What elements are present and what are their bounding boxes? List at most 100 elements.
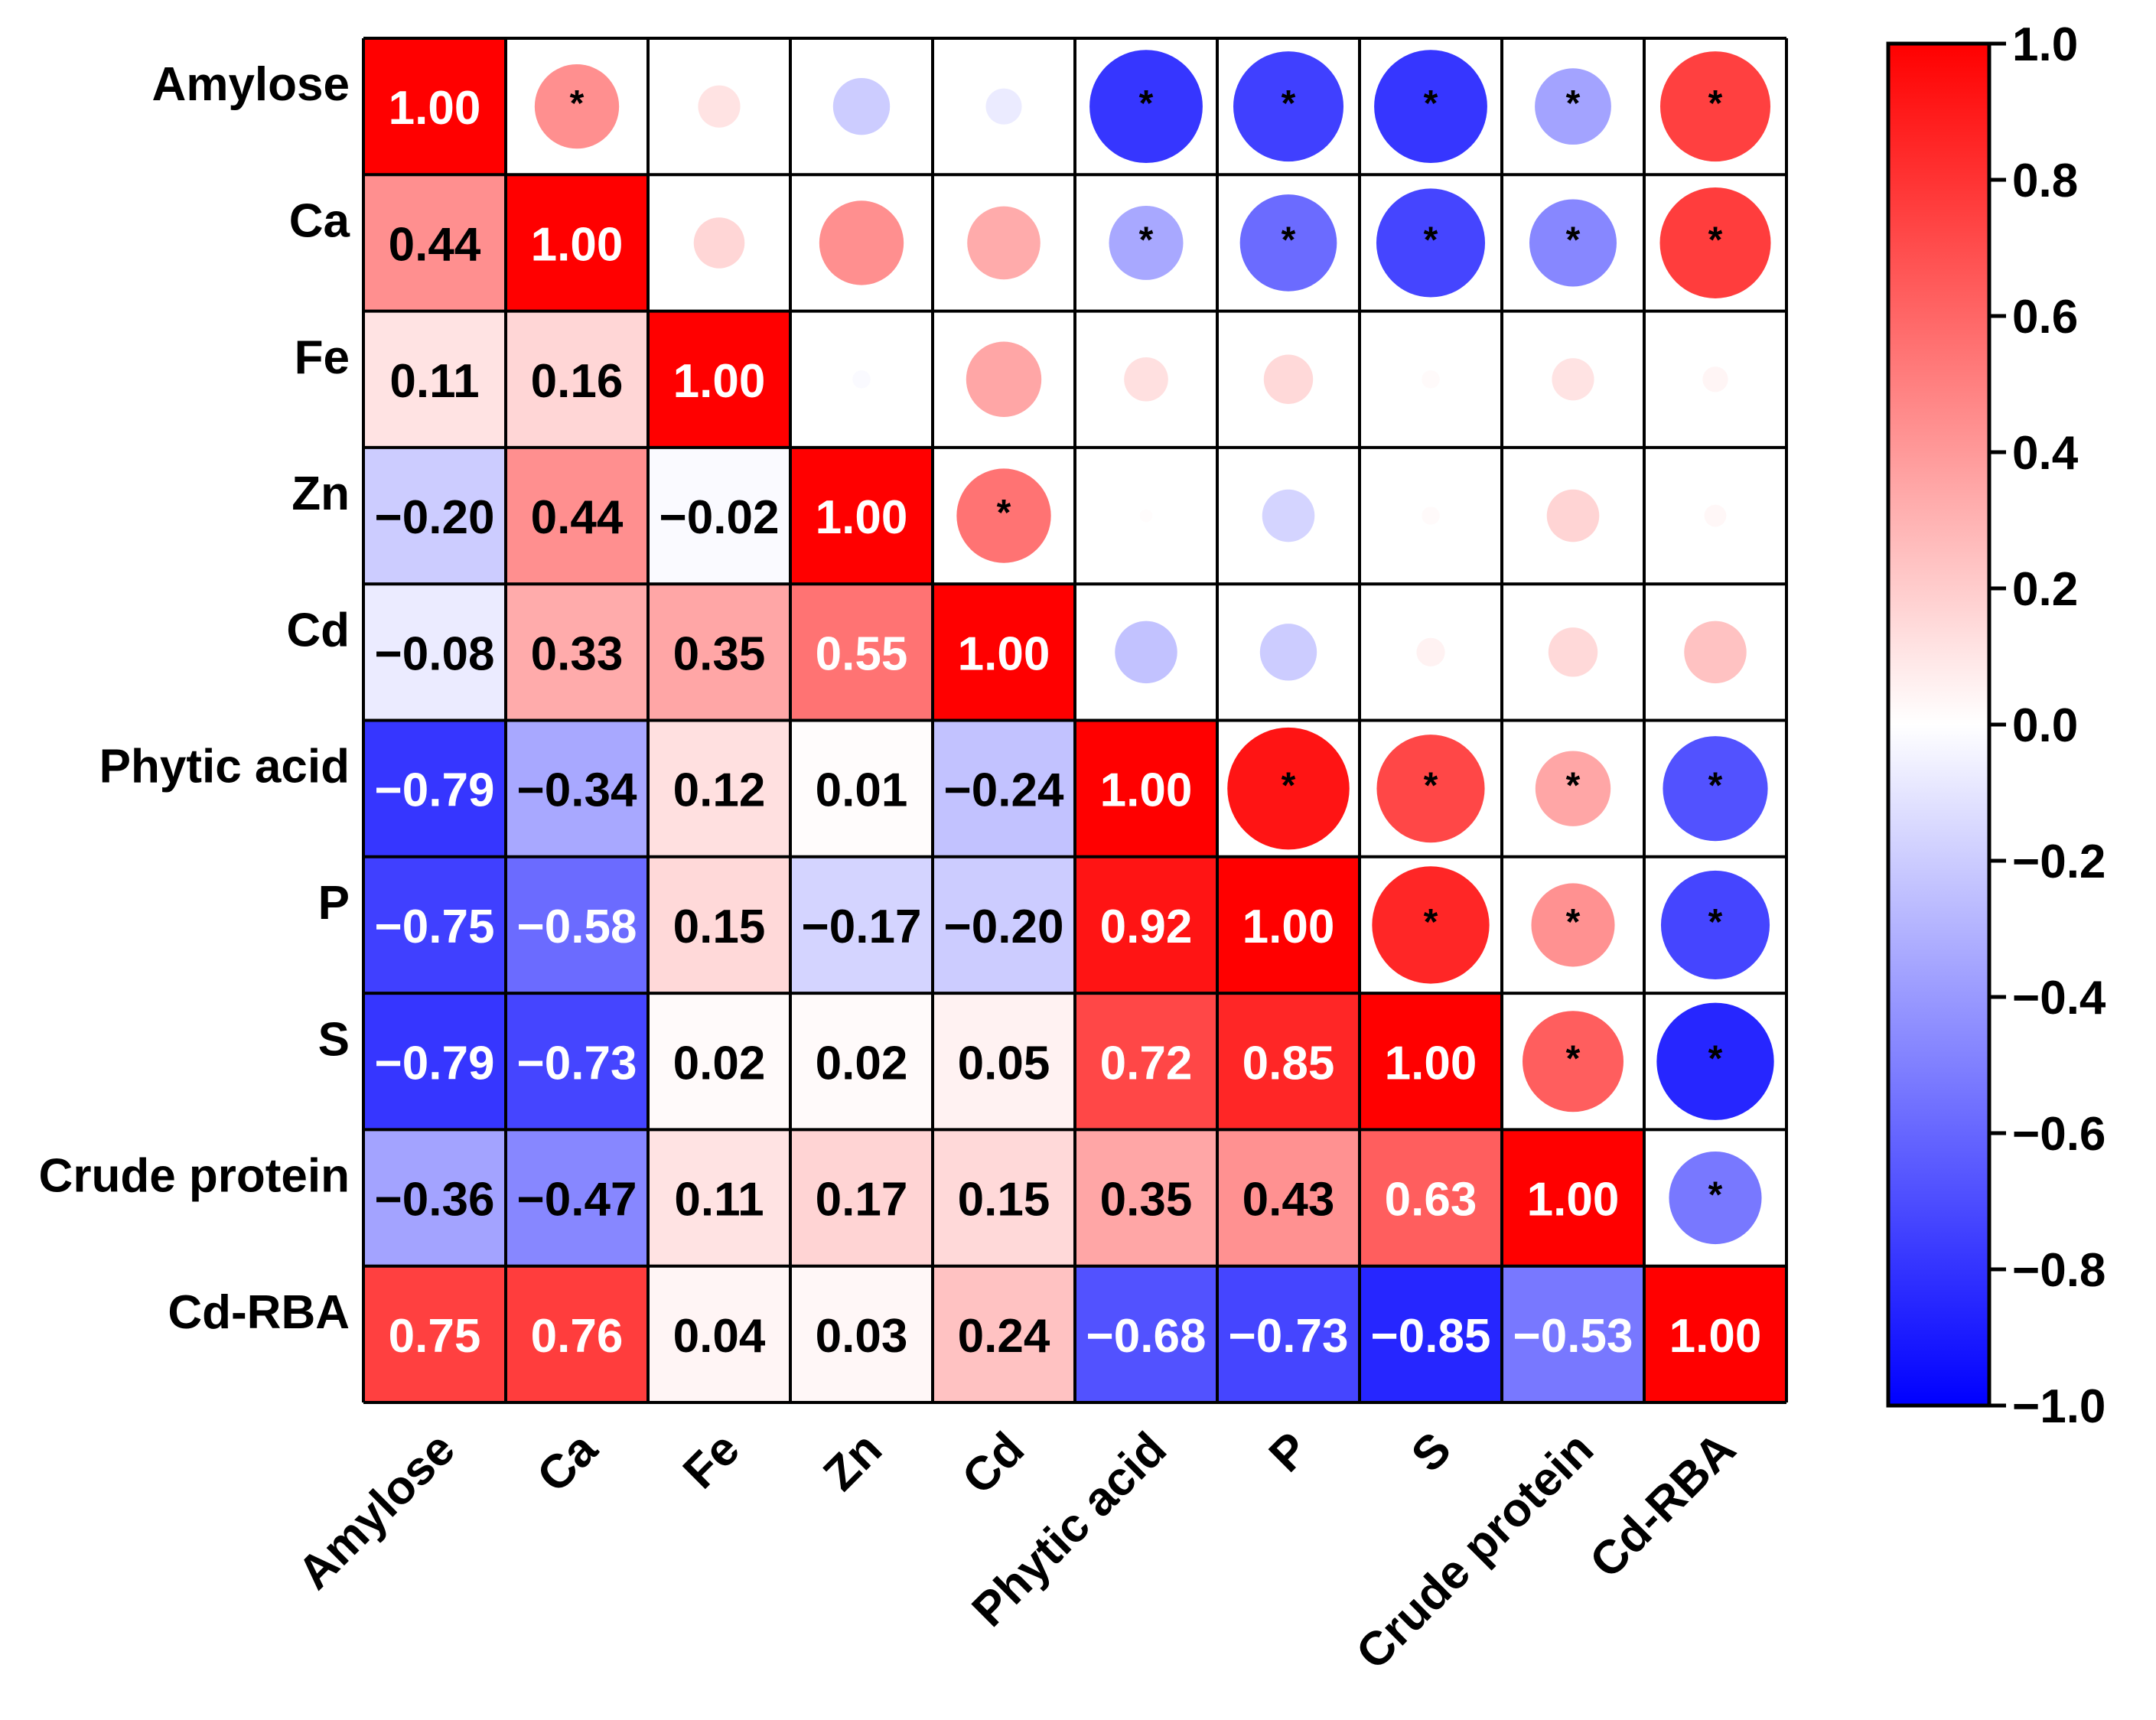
significance-marker-ca-s: * bbox=[1424, 220, 1438, 260]
cell-square-p-amylose bbox=[363, 856, 506, 994]
significance-marker-zn-cd: * bbox=[997, 493, 1011, 533]
cell-circle-amylose-fe bbox=[698, 85, 741, 128]
significance-marker-phytic-acid-crude-protein: * bbox=[1566, 766, 1581, 806]
col-label-crude-protein: Crude protein bbox=[1347, 1422, 1604, 1679]
cell-circle-cd-crude-protein bbox=[1548, 627, 1598, 677]
cell-square-phytic-acid-zn bbox=[790, 720, 933, 857]
colorbar-tick-label: −0.4 bbox=[2012, 972, 2106, 1025]
cell-value-cd-fe: 0.35 bbox=[673, 627, 766, 680]
cell-circle-s-crude-protein bbox=[1523, 1011, 1624, 1112]
cell-square-cd-rba-amylose bbox=[363, 1266, 506, 1402]
cell-value-p-cd: −0.20 bbox=[944, 901, 1064, 953]
cell-circle-zn-s bbox=[1422, 507, 1440, 525]
significance-marker-amylose-crude-protein: * bbox=[1566, 83, 1581, 124]
cell-square-phytic-acid-phytic-acid bbox=[1075, 720, 1217, 857]
significance-marker-ca-cd-rba: * bbox=[1708, 220, 1723, 260]
row-label-crude-protein: Crude protein bbox=[39, 1150, 350, 1203]
cell-circle-amylose-s bbox=[1374, 50, 1487, 164]
cell-square-cd-rba-cd-rba bbox=[1644, 1266, 1786, 1402]
cell-circle-p-cd-rba bbox=[1660, 870, 1770, 979]
cell-square-s-amylose bbox=[363, 993, 506, 1130]
row-label-cd-rba: Cd-RBA bbox=[168, 1286, 350, 1339]
cell-square-crude-protein-p bbox=[1217, 1129, 1360, 1266]
cell-value-zn-ca: 0.44 bbox=[531, 491, 624, 544]
cell-value-ca-amylose: 0.44 bbox=[389, 218, 481, 271]
cell-square-phytic-acid-amylose bbox=[363, 720, 506, 857]
cell-value-crude-protein-fe: 0.11 bbox=[674, 1174, 764, 1226]
cell-value-phytic-acid-phytic-acid: 1.00 bbox=[1100, 764, 1193, 817]
cell-circle-zn-cd-rba bbox=[1704, 504, 1727, 527]
cell-value-cd-rba-zn: 0.03 bbox=[816, 1310, 908, 1363]
cell-circle-crude-protein-cd-rba bbox=[1669, 1152, 1762, 1245]
cell-square-s-phytic-acid bbox=[1075, 993, 1217, 1130]
col-label-p: P bbox=[1259, 1422, 1319, 1482]
col-label-amylose: Amylose bbox=[288, 1422, 465, 1600]
cell-circle-phytic-acid-p bbox=[1227, 727, 1350, 850]
cell-circle-fe-zn bbox=[852, 370, 871, 389]
cell-circle-fe-p bbox=[1263, 354, 1314, 404]
cell-circle-ca-cd bbox=[967, 206, 1041, 280]
cell-value-s-cd: 0.05 bbox=[958, 1037, 1050, 1090]
cell-square-crude-protein-crude-protein bbox=[1502, 1129, 1644, 1266]
cell-circle-fe-phytic-acid bbox=[1124, 357, 1168, 402]
cell-circle-zn-crude-protein bbox=[1546, 489, 1600, 542]
cell-value-crude-protein-amylose: −0.36 bbox=[375, 1174, 495, 1226]
cell-value-s-phytic-acid: 0.72 bbox=[1100, 1037, 1193, 1090]
cell-circle-fe-s bbox=[1422, 370, 1440, 389]
cell-circle-cd-phytic-acid bbox=[1115, 621, 1177, 684]
cell-square-zn-fe bbox=[648, 447, 790, 585]
cell-value-s-zn: 0.02 bbox=[816, 1037, 908, 1090]
cell-value-phytic-acid-fe: 0.12 bbox=[673, 764, 766, 817]
cell-value-cd-rba-cd-rba: 1.00 bbox=[1669, 1310, 1762, 1363]
significance-marker-ca-crude-protein: * bbox=[1566, 220, 1581, 260]
significance-marker-p-cd-rba: * bbox=[1708, 902, 1723, 943]
cell-circle-ca-zn bbox=[819, 200, 904, 285]
cell-square-zn-zn bbox=[790, 447, 933, 585]
cell-value-cd-rba-crude-protein: −0.53 bbox=[1513, 1310, 1633, 1363]
significance-marker-ca-p: * bbox=[1282, 220, 1296, 260]
cell-square-fe-amylose bbox=[363, 311, 506, 448]
cell-square-fe-ca bbox=[506, 311, 648, 448]
cell-square-crude-protein-s bbox=[1360, 1129, 1502, 1266]
cell-circle-amylose-crude-protein bbox=[1535, 68, 1611, 145]
cell-value-phytic-acid-zn: 0.01 bbox=[816, 764, 908, 817]
colorbar-tick-label: −0.8 bbox=[2012, 1244, 2106, 1297]
row-label-ca: Ca bbox=[289, 194, 350, 247]
cell-value-s-amylose: −0.79 bbox=[375, 1037, 495, 1090]
cell-value-phytic-acid-amylose: −0.79 bbox=[375, 764, 495, 817]
cell-circle-ca-fe bbox=[693, 217, 745, 269]
cell-square-ca-ca bbox=[506, 174, 648, 311]
cell-circle-phytic-acid-crude-protein bbox=[1535, 751, 1611, 826]
cell-value-cd-rba-phytic-acid: −0.68 bbox=[1086, 1310, 1207, 1363]
cell-square-cd-rba-zn bbox=[790, 1266, 933, 1402]
row-label-amylose: Amylose bbox=[152, 58, 350, 111]
col-label-s: S bbox=[1402, 1422, 1461, 1482]
cell-square-crude-protein-zn bbox=[790, 1129, 933, 1266]
cell-square-p-zn bbox=[790, 856, 933, 994]
colorbar-tick-label: 0.0 bbox=[2012, 699, 2078, 752]
row-label-cd: Cd bbox=[286, 604, 350, 656]
cell-value-fe-fe: 1.00 bbox=[673, 355, 766, 408]
cell-circle-phytic-acid-s bbox=[1376, 735, 1485, 843]
cell-value-s-s: 1.00 bbox=[1385, 1037, 1477, 1090]
cell-value-fe-ca: 0.16 bbox=[531, 355, 624, 408]
cell-value-cd-cd: 1.00 bbox=[958, 627, 1050, 680]
significance-marker-s-crude-protein: * bbox=[1566, 1038, 1581, 1079]
cell-square-cd-rba-p bbox=[1217, 1266, 1360, 1402]
row-label-s: S bbox=[318, 1013, 350, 1066]
cell-value-cd-rba-p: −0.73 bbox=[1229, 1310, 1349, 1363]
cell-value-zn-amylose: −0.20 bbox=[375, 491, 495, 544]
cell-circle-p-crude-protein bbox=[1531, 883, 1615, 967]
cell-square-cd-rba-ca bbox=[506, 1266, 648, 1402]
cell-value-cd-zn: 0.55 bbox=[816, 627, 908, 680]
colorbar-tick-label: 0.6 bbox=[2012, 291, 2078, 344]
significance-marker-amylose-phytic-acid: * bbox=[1139, 83, 1154, 124]
cell-value-s-ca: −0.73 bbox=[517, 1037, 637, 1090]
colorbar-tick-label: −0.2 bbox=[2012, 836, 2106, 888]
cell-circle-fe-cd bbox=[966, 341, 1042, 417]
cell-square-phytic-acid-ca bbox=[506, 720, 648, 857]
cell-square-cd-rba-cd bbox=[933, 1266, 1075, 1402]
cell-square-s-zn bbox=[790, 993, 933, 1130]
